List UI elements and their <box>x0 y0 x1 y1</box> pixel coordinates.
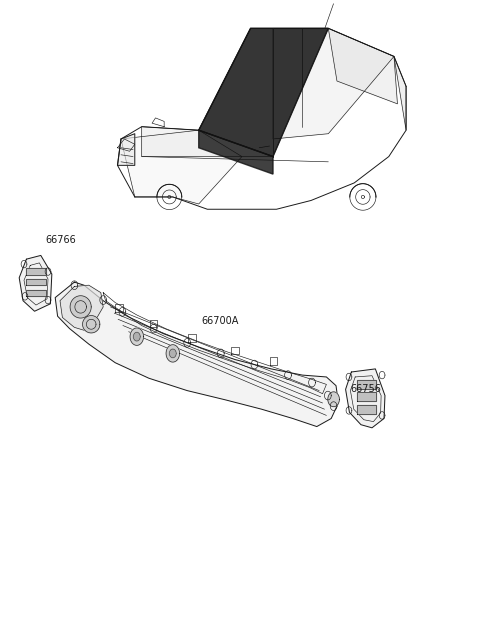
Text: 66700A: 66700A <box>202 316 239 326</box>
Polygon shape <box>26 279 46 285</box>
Polygon shape <box>346 369 385 428</box>
Polygon shape <box>166 345 180 362</box>
Polygon shape <box>83 316 100 333</box>
Polygon shape <box>394 56 406 130</box>
Text: 66766: 66766 <box>46 235 76 245</box>
Polygon shape <box>357 392 376 401</box>
Polygon shape <box>55 282 338 427</box>
Polygon shape <box>357 405 376 414</box>
Polygon shape <box>19 255 52 311</box>
Polygon shape <box>121 130 242 204</box>
Polygon shape <box>142 126 273 156</box>
Polygon shape <box>118 134 135 166</box>
Polygon shape <box>26 290 46 296</box>
Polygon shape <box>26 268 46 275</box>
Polygon shape <box>169 349 176 358</box>
Polygon shape <box>133 332 140 341</box>
Polygon shape <box>328 392 339 407</box>
Polygon shape <box>199 29 328 156</box>
Polygon shape <box>357 380 376 389</box>
Polygon shape <box>273 29 394 139</box>
Polygon shape <box>70 296 91 318</box>
Polygon shape <box>328 29 397 104</box>
Polygon shape <box>130 328 144 345</box>
Text: 66756: 66756 <box>350 384 381 394</box>
Polygon shape <box>60 285 103 332</box>
Polygon shape <box>199 130 273 174</box>
